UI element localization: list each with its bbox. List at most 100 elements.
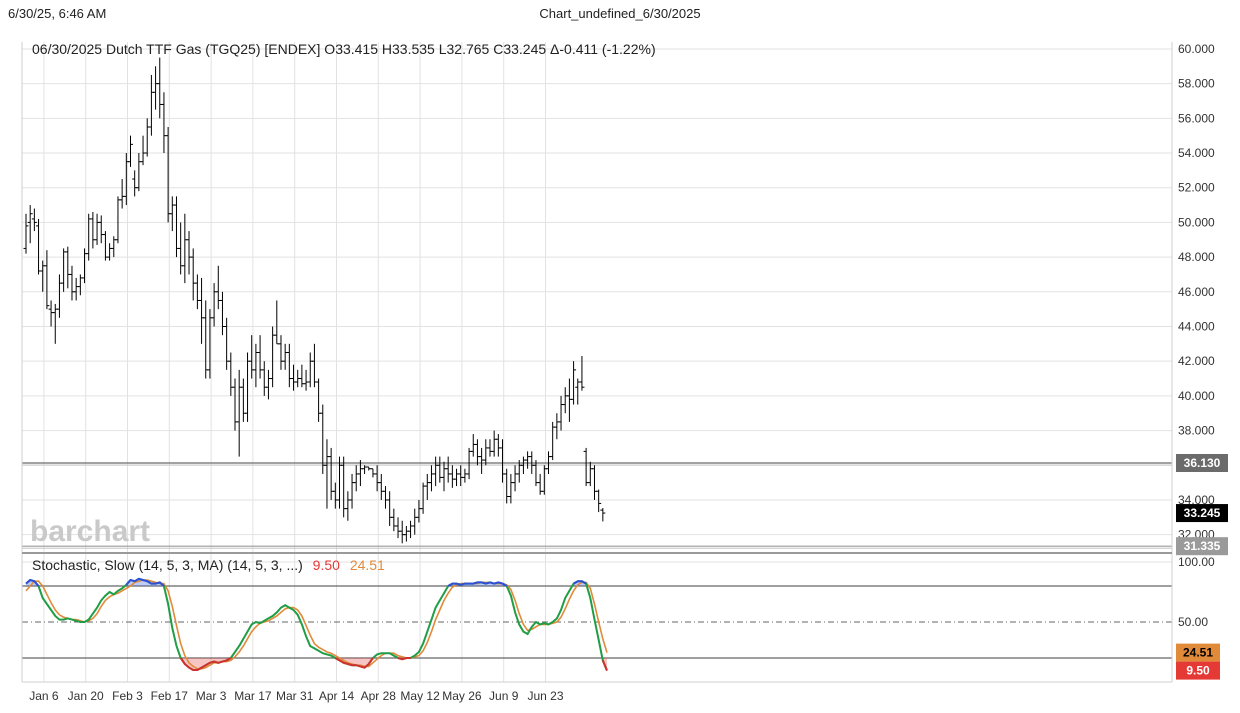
ohlc-bar	[391, 508, 397, 532]
ohlc-bar	[144, 118, 150, 157]
ohlc-bar	[403, 525, 409, 542]
ohlc-bar	[157, 57, 163, 119]
ohlc-bar	[328, 447, 334, 500]
ohlc-bar	[303, 369, 309, 391]
ohlc-bar	[178, 222, 184, 275]
ohlc-bar	[211, 283, 217, 327]
axes: Jan 6 Jan 20 Feb 3 Feb 17 Mar 3 Mar 17 Mar 31 A…	[21, 42, 1215, 703]
stochastic-d-value: 24.51	[350, 557, 385, 573]
ohlc-bar	[240, 378, 246, 422]
stochastic-k-zone-line	[397, 657, 411, 661]
y-tick-label: 44.000	[1178, 319, 1215, 333]
x-tick-label: Apr 28	[361, 689, 397, 703]
y-tick-label: 60.000	[1178, 42, 1215, 56]
last-price-box	[1176, 504, 1228, 523]
ohlc-bar	[470, 434, 476, 457]
x-tick-label: May 12	[400, 689, 440, 703]
ohlc-bar	[249, 335, 255, 379]
ohlc-bar	[307, 352, 313, 388]
stochastic-d-line	[25, 579, 608, 670]
ohlc-bar	[445, 456, 451, 483]
ohlc-bar	[412, 508, 418, 535]
ohlc-bar	[458, 465, 464, 487]
ohlc-bar	[500, 439, 506, 483]
ohlc-bar	[123, 153, 129, 206]
y-tick-label: 50.000	[1178, 215, 1215, 229]
axis-value-labels: 36.130 31.335 33.245 24.51 9.50	[1176, 454, 1228, 680]
ohlc-bar	[483, 439, 489, 466]
y-tick-label: 58.000	[1178, 77, 1215, 91]
ohlc-bar	[86, 213, 92, 261]
ohlc-bar	[23, 213, 29, 254]
x-tick-label: Jun 9	[489, 689, 519, 703]
ohlc-bar	[382, 486, 388, 509]
ohlc-bar	[52, 303, 58, 344]
ohlc-bar	[504, 468, 510, 504]
reference-label-box	[1176, 537, 1228, 556]
ohlc-bar	[286, 343, 292, 388]
ohlc-bar	[265, 369, 271, 400]
stochastic-k-zone-line	[334, 657, 374, 669]
ohlc-bar	[236, 369, 242, 457]
ohlc-bar	[228, 352, 234, 396]
ohlc-bar	[182, 213, 188, 284]
stochastic-name: Stochastic, Slow (14, 5, 3, MA) (14, 5, …	[32, 557, 303, 573]
x-tick-label: Mar 3	[196, 689, 227, 703]
ohlc-bar	[571, 361, 577, 405]
ohlc-bar	[420, 482, 426, 514]
ohlc-bar	[69, 265, 75, 301]
ohlc-bar	[44, 250, 50, 310]
watermark: barchart	[30, 515, 150, 548]
ohlc-bar	[169, 196, 175, 232]
stoch-d-label: 24.51	[1183, 646, 1213, 660]
ohlc-bar	[474, 439, 480, 466]
stochastic-k-zone-line	[447, 581, 508, 587]
ohlc-bar	[399, 520, 405, 544]
ohlc-bar	[278, 335, 284, 370]
ohlc-bar	[512, 465, 518, 492]
stochastic-k-zone-line	[125, 577, 165, 587]
stoch-tick-label: 50.00	[1178, 615, 1208, 629]
ohlc-bar	[562, 387, 568, 414]
reference-label: 31.335	[1184, 539, 1221, 553]
ohlc-bar	[199, 277, 205, 344]
stoch-d-label-box	[1176, 643, 1220, 662]
ohlc-bar	[291, 364, 297, 391]
ohlc-bar	[98, 215, 104, 244]
reference-label-box	[1176, 454, 1228, 473]
ohlc-bar	[136, 153, 142, 192]
ohlc-bar	[107, 243, 113, 261]
ohlc-bar	[495, 434, 501, 457]
timestamp: 6/30/25, 6:46 AM	[8, 6, 107, 21]
ohlc-bar	[48, 300, 54, 327]
ohlc-bar	[316, 378, 322, 422]
window-title: Chart_undefined_6/30/2025	[539, 6, 701, 21]
ohlc-bar	[387, 491, 393, 526]
ohlc-bar	[94, 213, 100, 245]
ohlc-bar	[428, 465, 434, 492]
x-tick-label: Jun 23	[527, 689, 563, 703]
ohlc-bar	[357, 460, 363, 487]
y-tick-label: 48.000	[1178, 250, 1215, 264]
stochastic-k-value: 9.50	[313, 557, 340, 573]
ohlc-bar	[491, 430, 497, 457]
ohlc-bar	[215, 265, 221, 310]
ohlc-bar	[449, 465, 455, 488]
stoch-k-label-box	[1176, 661, 1220, 680]
x-tick-label: Feb 17	[151, 689, 189, 703]
stochastic-k-zone-line	[179, 657, 232, 671]
x-tick-label: Jan 6	[29, 689, 59, 703]
ohlc-bar	[257, 335, 263, 379]
ohlc-bar	[600, 508, 606, 522]
ohlc-bar	[65, 246, 71, 289]
ohlc-bar	[487, 439, 493, 457]
ohlc-bar	[224, 317, 230, 370]
ohlc-bar	[437, 456, 443, 483]
reference-label: 36.130	[1184, 456, 1221, 470]
ohlc-bar	[31, 208, 37, 232]
ohlc-bar	[132, 170, 138, 197]
ohlc-bar	[253, 343, 259, 388]
ohlc-bar	[408, 520, 414, 539]
ohlc-bar	[186, 231, 192, 275]
ohlc-bar	[337, 456, 342, 509]
